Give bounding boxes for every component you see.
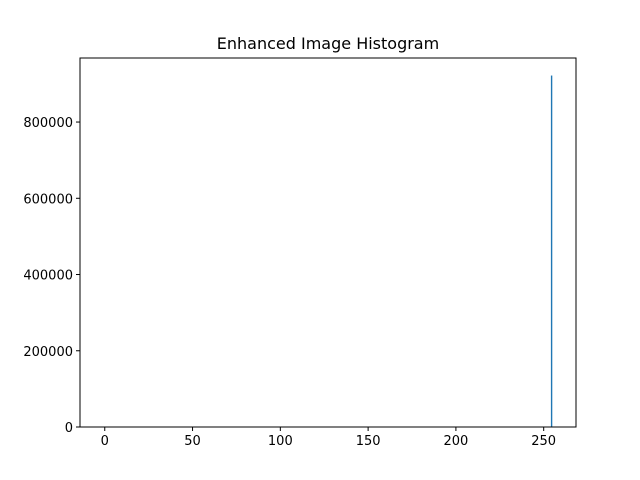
y-tick-label: 600000 [23, 192, 73, 207]
x-tick-label: 50 [184, 434, 201, 449]
x-tick-label: 250 [531, 434, 556, 449]
x-tick-label: 0 [101, 434, 109, 449]
axis-ticks: 0 50 100 150 200 250 0 200000 400000 600000 800000 [23, 116, 556, 449]
y-tick-label: 200000 [23, 345, 73, 360]
x-tick-label: 100 [268, 434, 293, 449]
x-tick-label: 200 [443, 434, 468, 449]
y-tick-label: 0 [65, 421, 73, 436]
histogram-bar [550, 75, 553, 427]
y-tick-label: 400000 [23, 269, 73, 284]
histogram-bars [550, 75, 553, 427]
chart-title: Enhanced Image Histogram [217, 34, 439, 53]
plot-frame [79, 57, 577, 428]
y-tick-label: 800000 [23, 116, 73, 131]
x-tick-label: 150 [356, 434, 381, 449]
